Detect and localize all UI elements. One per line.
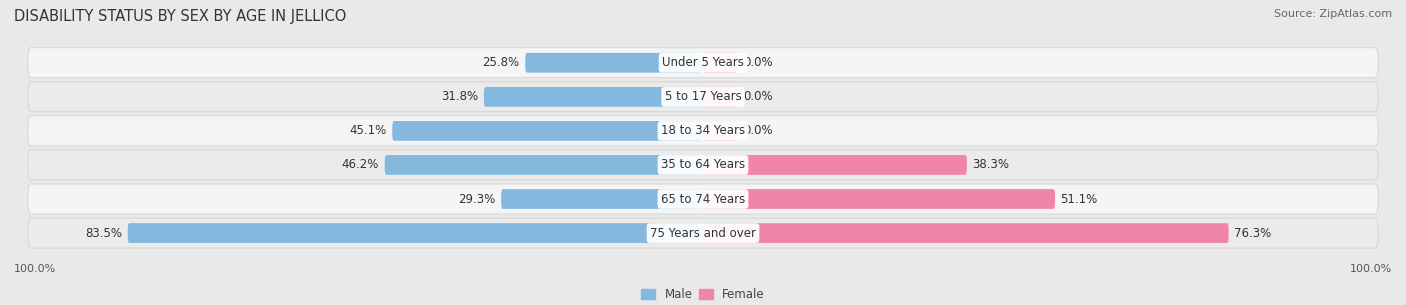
Text: 0.0%: 0.0% <box>742 56 772 69</box>
Text: 75 Years and over: 75 Years and over <box>650 227 756 239</box>
Text: 76.3%: 76.3% <box>1234 227 1271 239</box>
FancyBboxPatch shape <box>28 184 1378 214</box>
FancyBboxPatch shape <box>703 87 738 107</box>
Text: 100.0%: 100.0% <box>1350 264 1392 274</box>
FancyBboxPatch shape <box>28 48 1378 78</box>
Text: Source: ZipAtlas.com: Source: ZipAtlas.com <box>1274 9 1392 19</box>
Text: 25.8%: 25.8% <box>482 56 520 69</box>
Text: 5 to 17 Years: 5 to 17 Years <box>665 90 741 103</box>
FancyBboxPatch shape <box>703 155 967 175</box>
FancyBboxPatch shape <box>484 87 703 107</box>
Legend: Male, Female: Male, Female <box>641 289 765 301</box>
Text: 29.3%: 29.3% <box>458 192 496 206</box>
Text: 100.0%: 100.0% <box>14 264 56 274</box>
FancyBboxPatch shape <box>526 53 703 73</box>
Text: DISABILITY STATUS BY SEX BY AGE IN JELLICO: DISABILITY STATUS BY SEX BY AGE IN JELLI… <box>14 9 346 24</box>
Text: 0.0%: 0.0% <box>742 124 772 137</box>
FancyBboxPatch shape <box>28 116 1378 146</box>
Text: 38.3%: 38.3% <box>973 159 1010 171</box>
Text: 51.1%: 51.1% <box>1060 192 1098 206</box>
FancyBboxPatch shape <box>385 155 703 175</box>
FancyBboxPatch shape <box>703 121 738 141</box>
FancyBboxPatch shape <box>128 223 703 243</box>
Text: 46.2%: 46.2% <box>342 159 380 171</box>
Text: 35 to 64 Years: 35 to 64 Years <box>661 159 745 171</box>
Text: 45.1%: 45.1% <box>350 124 387 137</box>
FancyBboxPatch shape <box>501 189 703 209</box>
Text: 31.8%: 31.8% <box>441 90 478 103</box>
FancyBboxPatch shape <box>703 53 738 73</box>
Text: Under 5 Years: Under 5 Years <box>662 56 744 69</box>
Text: 65 to 74 Years: 65 to 74 Years <box>661 192 745 206</box>
FancyBboxPatch shape <box>703 189 1054 209</box>
FancyBboxPatch shape <box>28 82 1378 112</box>
FancyBboxPatch shape <box>703 223 1229 243</box>
Text: 83.5%: 83.5% <box>86 227 122 239</box>
FancyBboxPatch shape <box>392 121 703 141</box>
Text: 0.0%: 0.0% <box>742 90 772 103</box>
FancyBboxPatch shape <box>28 150 1378 180</box>
Text: 18 to 34 Years: 18 to 34 Years <box>661 124 745 137</box>
FancyBboxPatch shape <box>28 218 1378 248</box>
